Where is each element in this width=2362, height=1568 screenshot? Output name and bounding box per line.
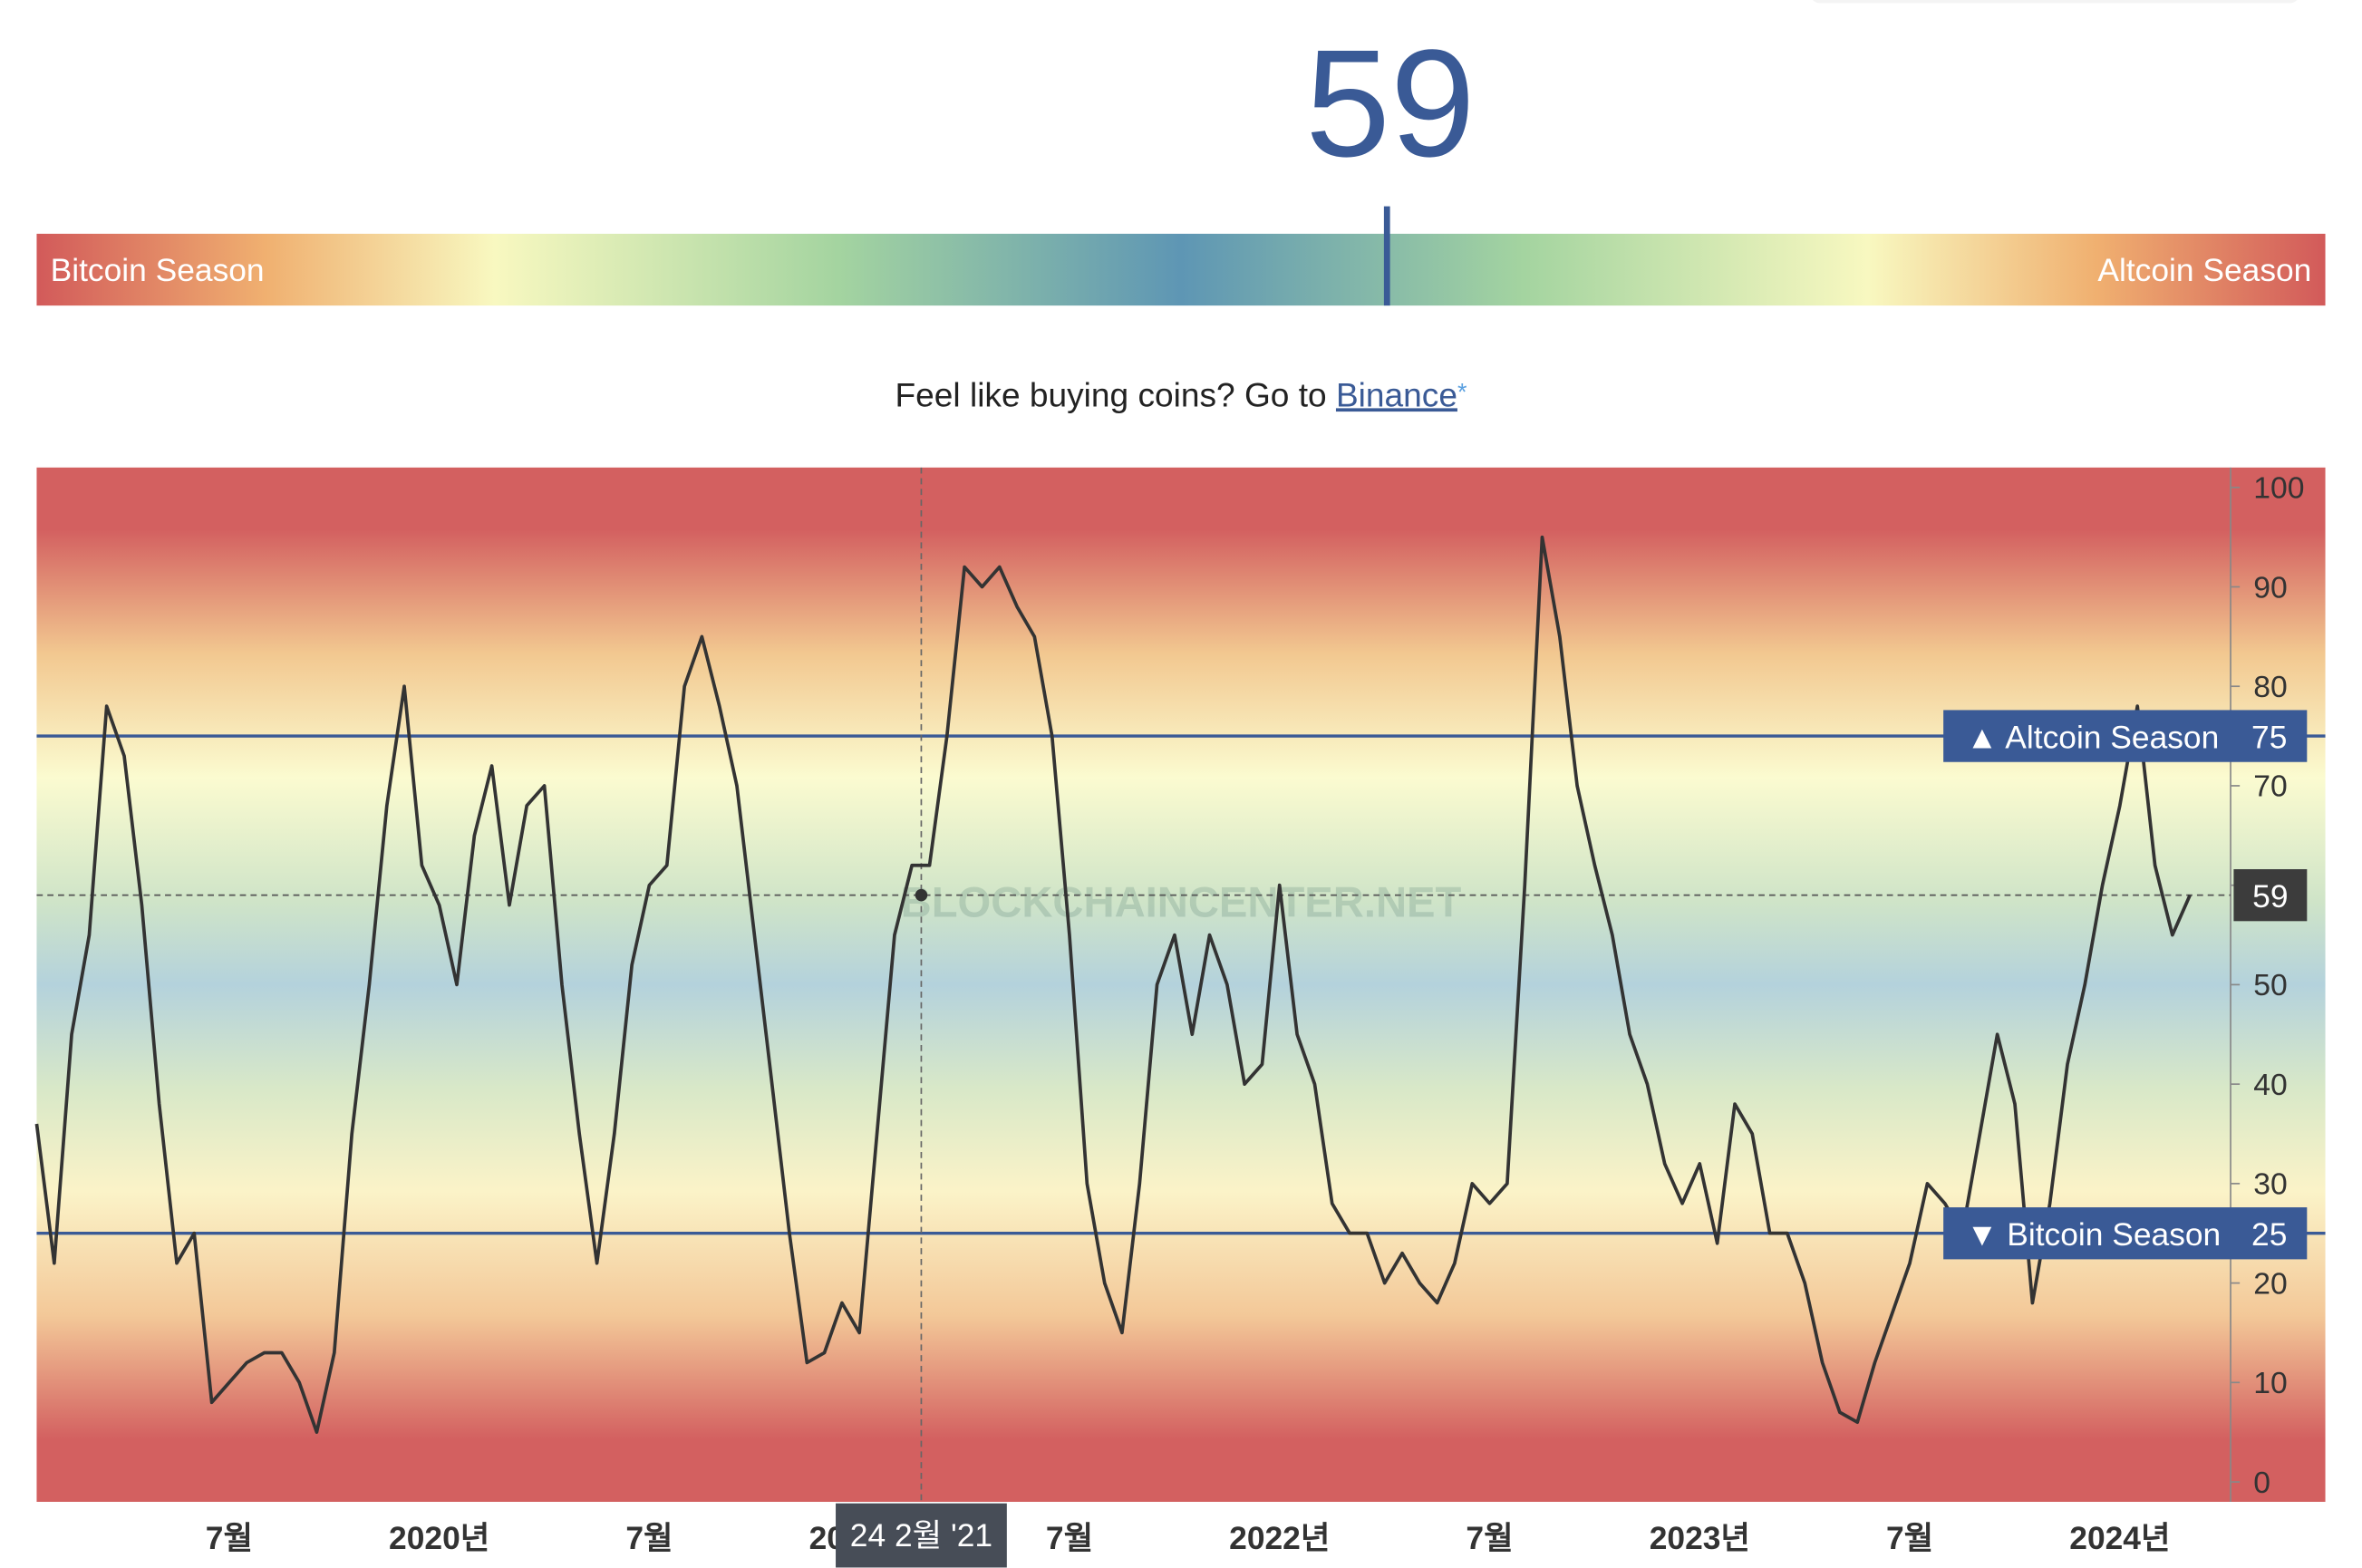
promo-text: Feel like buying coins? Go to bbox=[895, 375, 1327, 413]
y-tick-label: 50 bbox=[2253, 968, 2288, 1002]
x-tick-label: 2020년 bbox=[389, 1521, 489, 1556]
x-tick-label: 2023년 bbox=[1650, 1521, 1750, 1556]
reference-value: 25 bbox=[2251, 1217, 2287, 1253]
y-tick-label: 80 bbox=[2253, 670, 2288, 704]
reference-tag bbox=[1943, 710, 2308, 762]
y-tick-label: 70 bbox=[2253, 769, 2288, 804]
y-tick-label: 40 bbox=[2253, 1068, 2288, 1102]
y-tick-label: 10 bbox=[2253, 1366, 2288, 1400]
binance-link[interactable]: Binance bbox=[1336, 375, 1457, 413]
promo: Feel like buying coins? Go to Binance* bbox=[895, 375, 1467, 413]
x-tick-label: 2024년 bbox=[2069, 1521, 2170, 1556]
x-tick-label: 7월 bbox=[1046, 1521, 1093, 1556]
y-tick-label: 20 bbox=[2253, 1266, 2288, 1301]
x-tick-label: 2022년 bbox=[1229, 1521, 1330, 1556]
reference-label: ▲ Altcoin Season bbox=[1966, 721, 2219, 756]
y-tick-label: 30 bbox=[2253, 1167, 2288, 1202]
current-tag bbox=[2233, 868, 2308, 922]
popup-edge bbox=[1813, 0, 2298, 4]
x-tick-label: 7월 bbox=[1886, 1521, 1933, 1556]
x-tick-label: 7월 bbox=[625, 1521, 673, 1556]
crosshair-label: 24 2월 '21 bbox=[850, 1518, 992, 1553]
crosshair-point bbox=[915, 888, 928, 902]
x-tick-label: 7월 bbox=[206, 1521, 253, 1556]
reference-tag bbox=[1943, 1207, 2308, 1260]
gauge-left-label: Bitcoin Season bbox=[51, 253, 265, 288]
y-tick-label: 90 bbox=[2253, 570, 2288, 605]
x-tick-label: 7월 bbox=[1466, 1521, 1513, 1556]
chart: BLOCKCHAINCENTER.NET01020304050607080901… bbox=[34, 467, 2326, 1568]
y-tick-label: 0 bbox=[2253, 1466, 2270, 1500]
index-value: 59 bbox=[1305, 17, 1475, 189]
plot-background bbox=[36, 467, 2326, 1502]
crosshair-tag bbox=[836, 1503, 1007, 1568]
watermark: BLOCKCHAINCENTER.NET bbox=[901, 878, 1462, 926]
gauge-bar bbox=[36, 233, 2326, 306]
y-tick-label: 100 bbox=[2253, 471, 2304, 506]
reference-value: 75 bbox=[2251, 721, 2287, 756]
asterisk: * bbox=[1457, 379, 1467, 406]
index-line bbox=[34, 535, 2192, 1434]
reference-label: ▼ Bitcoin Season bbox=[1966, 1217, 2221, 1253]
gauge-right-label: Altcoin Season bbox=[2097, 253, 2311, 288]
current-label: 59 bbox=[2252, 879, 2288, 915]
